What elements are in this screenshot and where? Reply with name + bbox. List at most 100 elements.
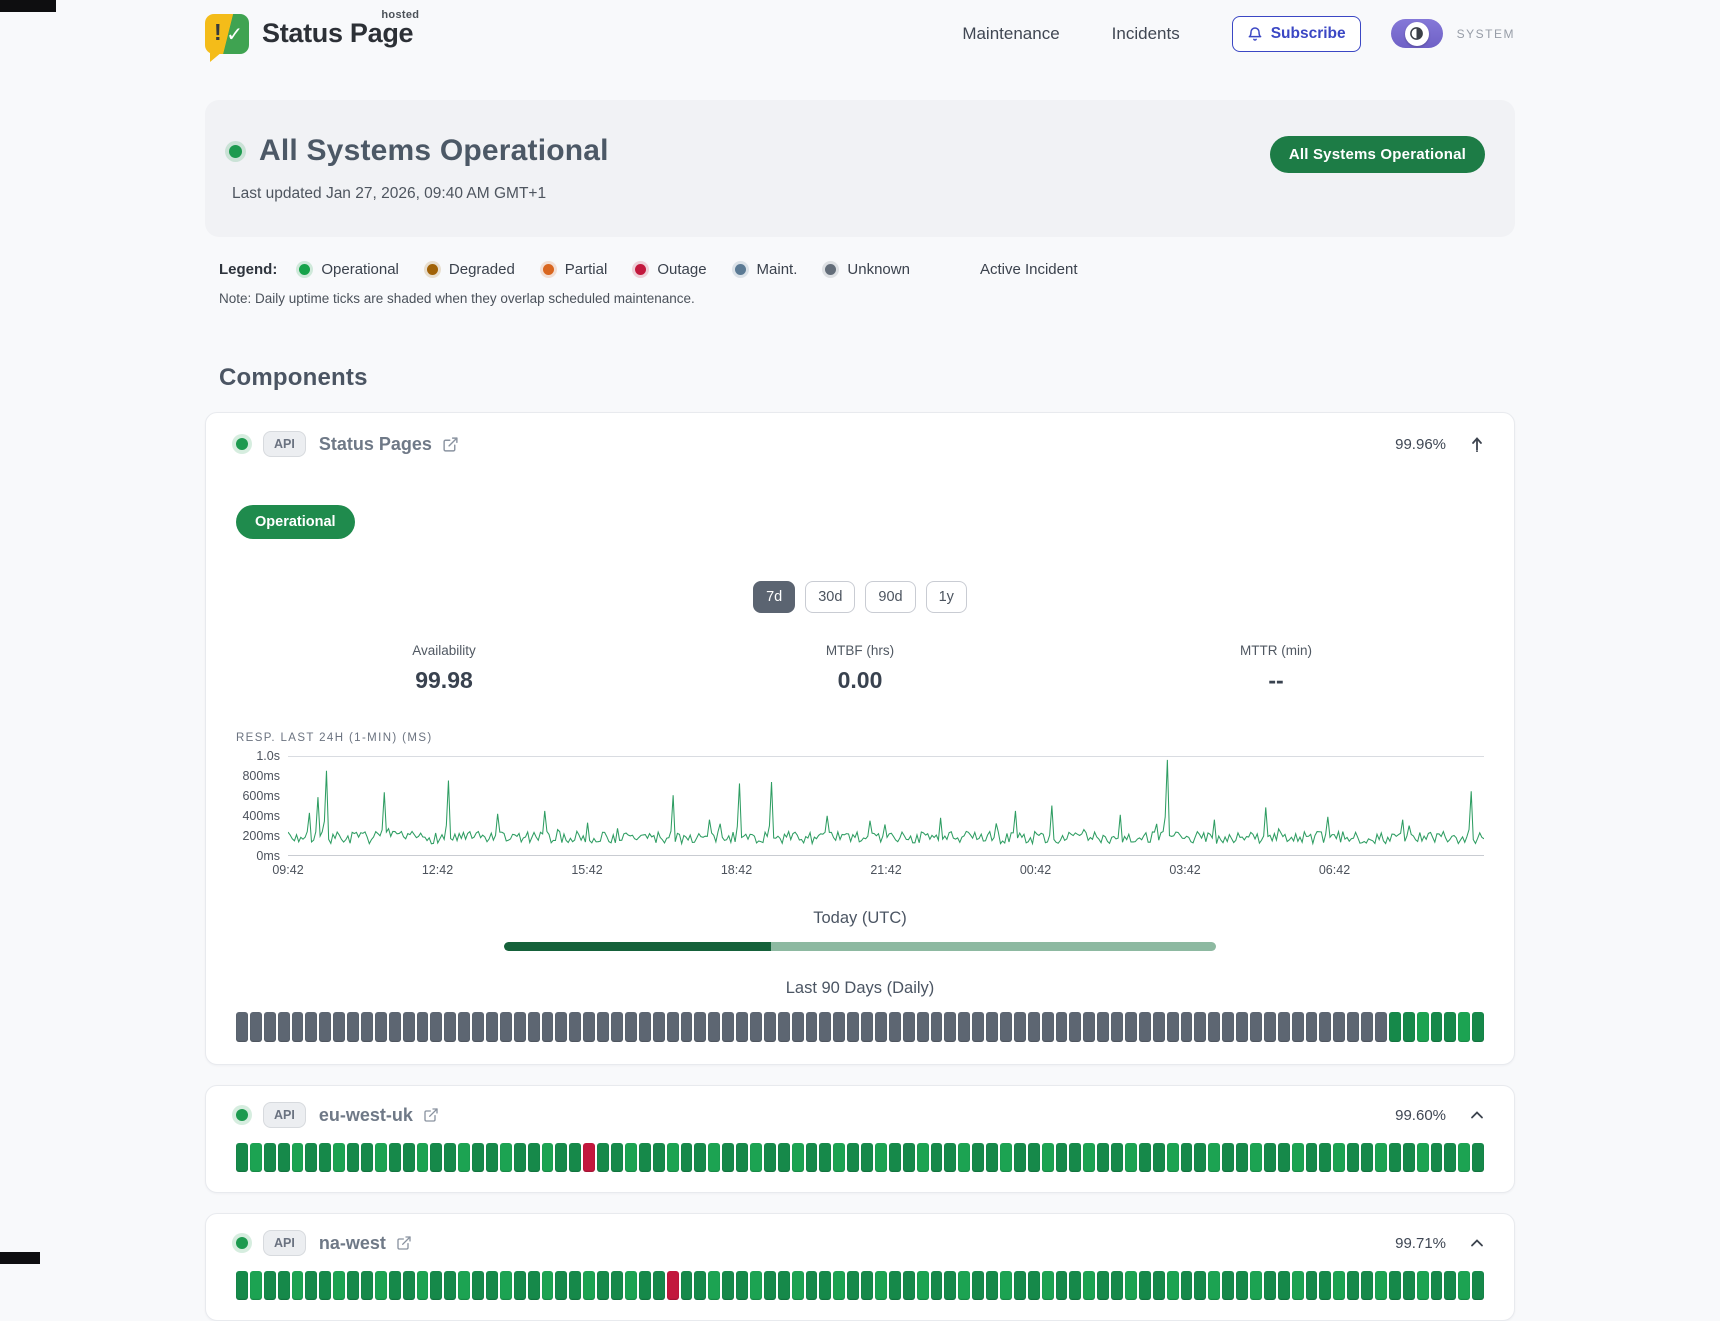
- uptime-tick[interactable]: [805, 1143, 818, 1172]
- uptime-tick[interactable]: [1263, 1012, 1276, 1042]
- uptime-tick[interactable]: [361, 1271, 373, 1300]
- uptime-tick[interactable]: [1375, 1012, 1387, 1042]
- uptime-tick[interactable]: [1402, 1271, 1415, 1300]
- range-button-30d[interactable]: 30d: [805, 581, 856, 613]
- uptime-tick[interactable]: [722, 1271, 735, 1300]
- uptime-tick[interactable]: [1444, 1012, 1457, 1042]
- uptime-tick[interactable]: [1430, 1143, 1443, 1172]
- collapse-arrow-icon[interactable]: [1470, 436, 1484, 452]
- uptime-tick[interactable]: [1236, 1271, 1249, 1300]
- uptime-tick[interactable]: [1430, 1271, 1443, 1300]
- uptime-tick[interactable]: [1319, 1143, 1332, 1172]
- uptime-tick[interactable]: [624, 1143, 637, 1172]
- uptime-tick[interactable]: [694, 1143, 707, 1172]
- uptime-tick[interactable]: [708, 1012, 721, 1042]
- uptime-tick[interactable]: [1402, 1012, 1415, 1042]
- uptime-tick[interactable]: [944, 1271, 957, 1300]
- uptime-tick[interactable]: [1277, 1143, 1290, 1172]
- uptime-tick[interactable]: [944, 1012, 957, 1042]
- uptime-tick[interactable]: [999, 1271, 1012, 1300]
- uptime-tick[interactable]: [847, 1143, 860, 1172]
- uptime-tick[interactable]: [541, 1271, 554, 1300]
- uptime-tick[interactable]: [833, 1143, 846, 1172]
- uptime-tick[interactable]: [333, 1143, 346, 1172]
- uptime-tick[interactable]: [1416, 1271, 1429, 1300]
- uptime-tick[interactable]: [1305, 1271, 1318, 1300]
- uptime-tick[interactable]: [1222, 1271, 1235, 1300]
- uptime-tick[interactable]: [902, 1271, 915, 1300]
- uptime-tick[interactable]: [1125, 1143, 1137, 1172]
- uptime-tick[interactable]: [472, 1143, 485, 1172]
- uptime-tick[interactable]: [1263, 1143, 1276, 1172]
- uptime-tick[interactable]: [1361, 1271, 1374, 1300]
- uptime-tick[interactable]: [1111, 1143, 1123, 1172]
- uptime-tick[interactable]: [1208, 1143, 1221, 1172]
- uptime-tick[interactable]: [277, 1271, 290, 1300]
- uptime-tick[interactable]: [1138, 1143, 1151, 1172]
- uptime-tick[interactable]: [1277, 1012, 1290, 1042]
- range-button-90d[interactable]: 90d: [865, 581, 916, 613]
- uptime-tick[interactable]: [777, 1271, 790, 1300]
- uptime-tick[interactable]: [930, 1012, 943, 1042]
- uptime-tick[interactable]: [1361, 1012, 1374, 1042]
- uptime-tick[interactable]: [1375, 1271, 1387, 1300]
- uptime-tick[interactable]: [513, 1012, 526, 1042]
- uptime-tick[interactable]: [694, 1271, 707, 1300]
- uptime-tick[interactable]: [708, 1271, 721, 1300]
- uptime-tick[interactable]: [291, 1143, 304, 1172]
- uptime-tick[interactable]: [444, 1271, 457, 1300]
- uptime-tick[interactable]: [1166, 1012, 1179, 1042]
- uptime-tick[interactable]: [763, 1143, 776, 1172]
- uptime-tick[interactable]: [361, 1143, 373, 1172]
- uptime-tick[interactable]: [458, 1012, 471, 1042]
- uptime-tick[interactable]: [652, 1143, 665, 1172]
- uptime-tick[interactable]: [1152, 1143, 1165, 1172]
- uptime-tick[interactable]: [277, 1012, 290, 1042]
- uptime-tick[interactable]: [1277, 1271, 1290, 1300]
- uptime-tick[interactable]: [1194, 1012, 1207, 1042]
- uptime-tick[interactable]: [499, 1143, 512, 1172]
- uptime-tick[interactable]: [1208, 1012, 1221, 1042]
- uptime-tick[interactable]: [1055, 1012, 1068, 1042]
- uptime-tick[interactable]: [847, 1012, 860, 1042]
- uptime-tick[interactable]: [763, 1271, 776, 1300]
- uptime-tick[interactable]: [1083, 1012, 1096, 1042]
- uptime-tick[interactable]: [597, 1012, 610, 1042]
- brand[interactable]: ! ✓ Status Page hosted: [205, 9, 419, 62]
- uptime-tick[interactable]: [1388, 1271, 1401, 1300]
- component-name-link[interactable]: Status Pages: [318, 433, 432, 454]
- uptime-tick[interactable]: [458, 1271, 471, 1300]
- uptime-tick[interactable]: [541, 1143, 554, 1172]
- uptime-tick[interactable]: [486, 1271, 498, 1300]
- external-link-icon[interactable]: [396, 1235, 412, 1251]
- uptime-tick[interactable]: [1069, 1143, 1082, 1172]
- uptime-tick[interactable]: [1027, 1143, 1040, 1172]
- uptime-tick[interactable]: [1194, 1143, 1207, 1172]
- uptime-tick[interactable]: [402, 1271, 415, 1300]
- uptime-tick[interactable]: [527, 1012, 540, 1042]
- uptime-tick[interactable]: [916, 1012, 929, 1042]
- uptime-tick[interactable]: [874, 1012, 887, 1042]
- uptime-tick[interactable]: [1458, 1143, 1471, 1172]
- uptime-tick[interactable]: [972, 1143, 985, 1172]
- uptime-tick[interactable]: [555, 1012, 568, 1042]
- uptime-tick[interactable]: [791, 1012, 804, 1042]
- uptime-tick[interactable]: [833, 1271, 846, 1300]
- uptime-tick[interactable]: [1333, 1012, 1346, 1042]
- uptime-tick[interactable]: [986, 1143, 998, 1172]
- uptime-tick[interactable]: [1444, 1143, 1457, 1172]
- uptime-tick[interactable]: [1222, 1143, 1235, 1172]
- uptime-tick[interactable]: [972, 1271, 985, 1300]
- uptime-tick[interactable]: [916, 1143, 929, 1172]
- uptime-tick[interactable]: [486, 1143, 498, 1172]
- uptime-tick[interactable]: [305, 1271, 318, 1300]
- uptime-tick[interactable]: [583, 1143, 596, 1172]
- uptime-tick[interactable]: [388, 1143, 401, 1172]
- uptime-tick[interactable]: [1347, 1012, 1360, 1042]
- uptime-tick[interactable]: [736, 1012, 748, 1042]
- uptime-tick[interactable]: [1305, 1143, 1318, 1172]
- uptime-tick[interactable]: [999, 1012, 1012, 1042]
- uptime-tick[interactable]: [1291, 1143, 1304, 1172]
- uptime-tick[interactable]: [819, 1143, 832, 1172]
- uptime-tick[interactable]: [291, 1271, 304, 1300]
